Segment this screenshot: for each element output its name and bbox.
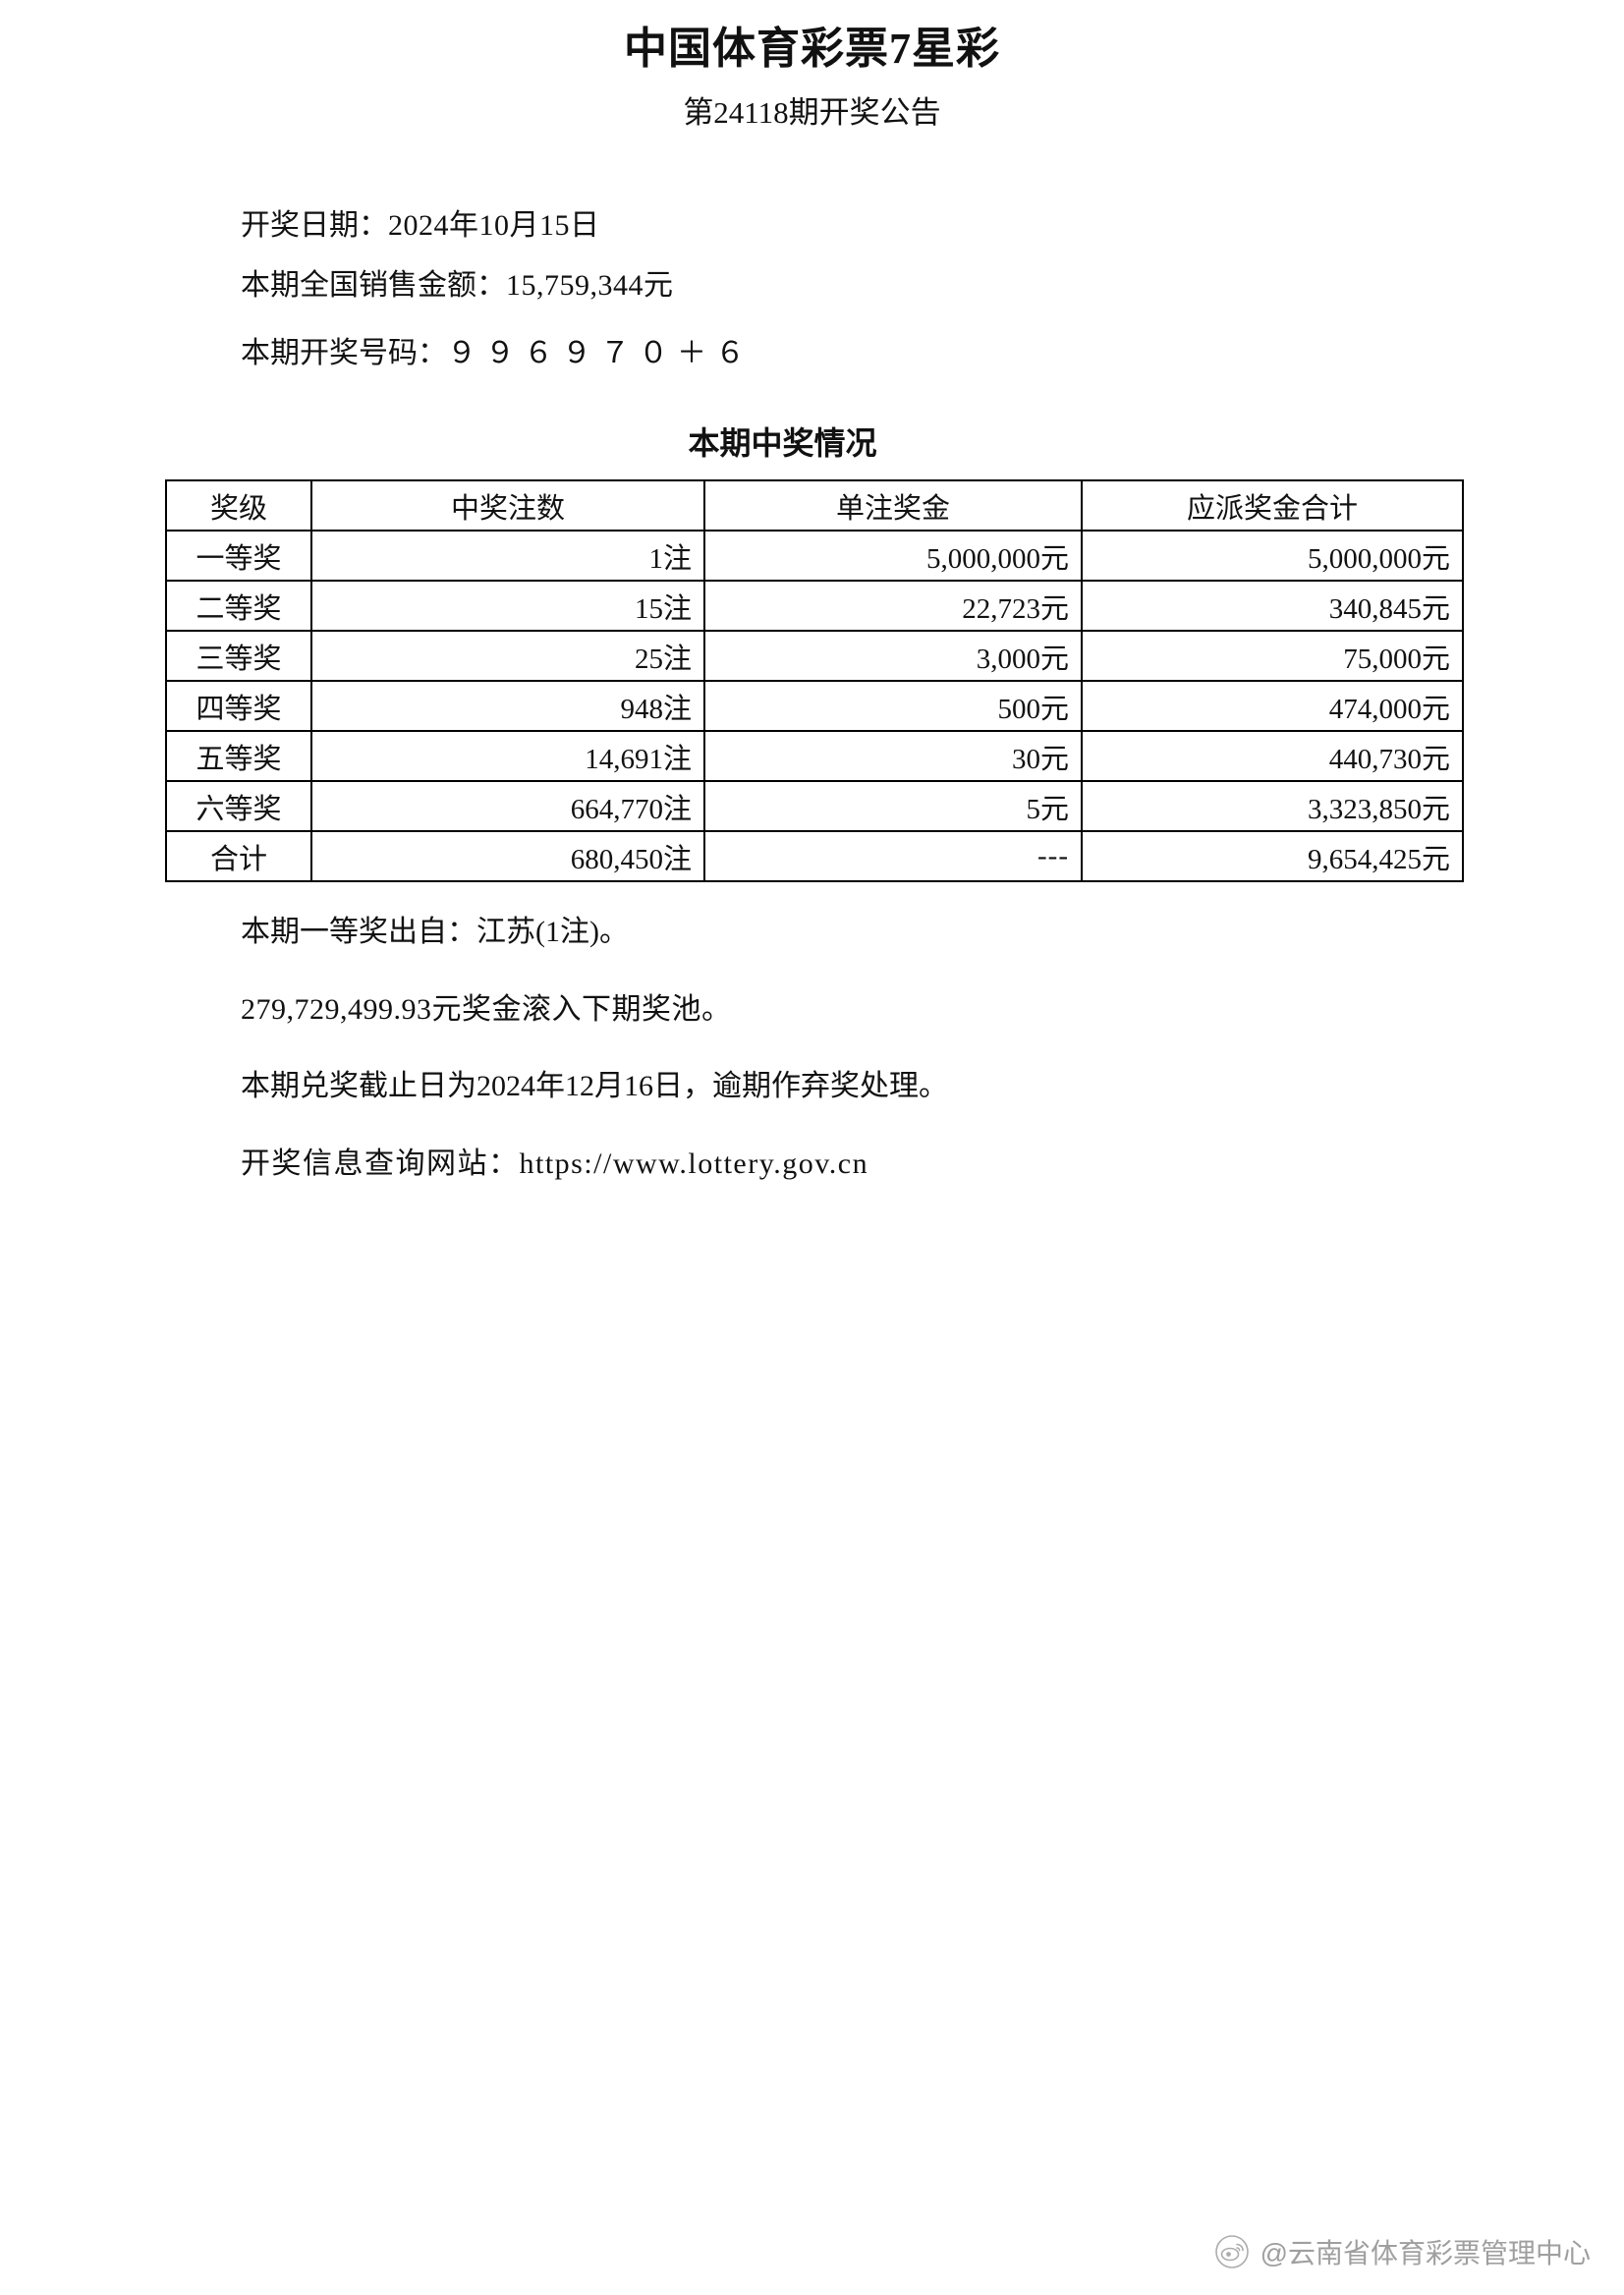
cell-count: 1注 (310, 530, 705, 583)
winning-numbers-label: 本期开奖号码： (241, 337, 447, 370)
table-row: 一等奖 1注 5,000,000元 5,000,000元 (165, 530, 1464, 583)
cell-grade: 合计 (165, 830, 312, 883)
sales-amount-line: 本期全国销售金额：15,759,344元 (241, 269, 1624, 302)
cell-total: 75,000元 (1081, 630, 1464, 683)
table-row-total: 合计 680,450注 --- 9,654,425元 (165, 830, 1464, 883)
table-row: 五等奖 14,691注 30元 440,730元 (165, 730, 1464, 783)
table-row: 二等奖 15注 22,723元 340,845元 (165, 580, 1464, 633)
cell-grade: 四等奖 (165, 680, 312, 733)
cell-unit: 3,000元 (703, 630, 1083, 683)
prize-section-heading: 本期中奖情况 (688, 425, 877, 462)
watermark: @云南省体育彩票管理中心 (1214, 2232, 1591, 2271)
column-header-grade: 奖级 (165, 479, 312, 532)
prize-table: 奖级 中奖注数 单注奖金 应派奖金合计 一等奖 1注 5,000,000元 5,… (165, 479, 1464, 883)
table-row: 六等奖 664,770注 5元 3,323,850元 (165, 780, 1464, 833)
watermark-text: @云南省体育彩票管理中心 (1260, 2238, 1591, 2268)
cell-unit: 30元 (703, 730, 1083, 783)
cell-count: 14,691注 (310, 730, 705, 783)
draw-date-line: 开奖日期：2024年10月15日 (241, 209, 1624, 242)
note-claim-deadline: 本期兑奖截止日为2024年12月16日，逾期作弃奖处理。 (241, 1070, 948, 1103)
cell-unit: 22,723元 (703, 580, 1083, 633)
cell-count: 15注 (310, 580, 705, 633)
cell-grade: 六等奖 (165, 780, 312, 833)
column-header-unit-prize: 单注奖金 (703, 479, 1083, 532)
cell-count: 680,450注 (310, 830, 705, 883)
cell-total: 5,000,000元 (1081, 530, 1464, 583)
cell-unit: 5,000,000元 (703, 530, 1083, 583)
table-header-row: 奖级 中奖注数 单注奖金 应派奖金合计 (165, 479, 1464, 532)
cell-total: 3,323,850元 (1081, 780, 1464, 833)
cell-count: 25注 (310, 630, 705, 683)
cell-total: 440,730元 (1081, 730, 1464, 783)
note-query-website: 开奖信息查询网站：https://www.lottery.gov.cn (241, 1147, 869, 1180)
page-title: 中国体育彩票7星彩 (624, 25, 1000, 73)
weibo-icon (1214, 2235, 1249, 2268)
cell-count: 948注 (310, 680, 705, 733)
table-row: 三等奖 25注 3,000元 75,000元 (165, 630, 1464, 683)
winning-numbers-value: ９９６９７０＋６ (447, 337, 754, 370)
cell-grade: 二等奖 (165, 580, 312, 633)
cell-unit: 5元 (703, 780, 1083, 833)
draw-info-block: 开奖日期：2024年10月15日 本期全国销售金额：15,759,344元 本期… (0, 209, 1624, 369)
draw-date-label: 开奖日期： (241, 209, 388, 243)
winning-numbers-line: 本期开奖号码：９９６９７０＋６ (241, 337, 1624, 369)
cell-unit: 500元 (703, 680, 1083, 733)
sales-amount-label: 本期全国销售金额： (241, 269, 506, 303)
column-header-count: 中奖注数 (310, 479, 705, 532)
page-subtitle: 第24118期开奖公告 (683, 95, 941, 130)
cell-count: 664,770注 (310, 780, 705, 833)
cell-total: 340,845元 (1081, 580, 1464, 633)
footer-notes: 本期一等奖出自：江苏(1注)。 279,729,499.93元奖金滚入下期奖池。… (0, 882, 1624, 1181)
cell-unit: --- (703, 830, 1083, 883)
column-header-total-prize: 应派奖金合计 (1081, 479, 1464, 532)
sales-amount-value: 15,759,344元 (506, 269, 674, 303)
draw-date-value: 2024年10月15日 (388, 209, 600, 243)
cell-total: 9,654,425元 (1081, 830, 1464, 883)
cell-grade: 五等奖 (165, 730, 312, 783)
cell-total: 474,000元 (1081, 680, 1464, 733)
note-first-prize-origin: 本期一等奖出自：江苏(1注)。 (241, 916, 629, 949)
cell-grade: 三等奖 (165, 630, 312, 683)
cell-grade: 一等奖 (165, 530, 312, 583)
note-rollover-pool: 279,729,499.93元奖金滚入下期奖池。 (241, 992, 732, 1026)
table-row: 四等奖 948注 500元 474,000元 (165, 680, 1464, 733)
prize-table-wrap: 奖级 中奖注数 单注奖金 应派奖金合计 一等奖 1注 5,000,000元 5,… (0, 479, 1624, 883)
